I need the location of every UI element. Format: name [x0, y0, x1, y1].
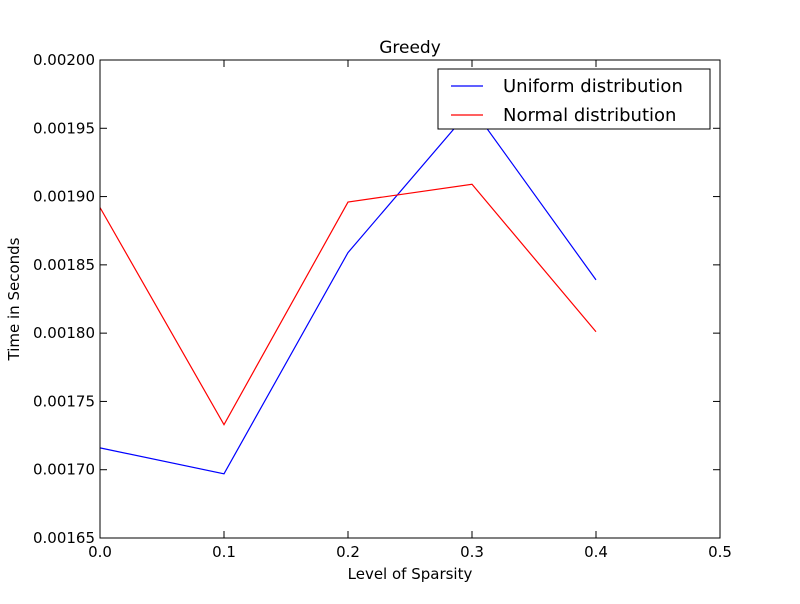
x-tick-label: 0.5 [708, 543, 732, 561]
chart-title: Greedy [379, 38, 441, 58]
tick-layer: 0.0 0.1 0.2 0.3 0.4 0.5 0.00165 0.00170 0.00175 0… [33, 51, 732, 561]
y-tick-label: 0.00175 [33, 392, 95, 410]
series-line-uniform [99, 106, 597, 475]
y-tick-label: 0.00165 [33, 529, 95, 547]
x-tick-label: 0.3 [460, 543, 484, 561]
y-axis-label: Time in Seconds [5, 237, 23, 361]
legend-label-normal: Normal distribution [503, 105, 676, 126]
y-tick-label: 0.00190 [33, 188, 95, 206]
y-tick-label: 0.00200 [33, 51, 95, 69]
x-tick-label: 0.2 [336, 543, 360, 561]
y-tick-label: 0.00185 [33, 256, 95, 274]
series-layer [99, 106, 597, 475]
legend: Uniform distribution Normal distribution [437, 68, 711, 130]
y-tick-label: 0.00180 [33, 324, 95, 342]
y-tick-label: 0.00170 [33, 461, 95, 479]
plot-frame [99, 59, 721, 539]
x-tick-label: 0.1 [212, 543, 236, 561]
legend-label-uniform: Uniform distribution [503, 76, 683, 97]
y-tick-label: 0.00195 [33, 119, 95, 137]
legend-box [437, 68, 711, 130]
series-line-normal [99, 183, 597, 426]
x-axis-label: Level of Sparsity [348, 565, 473, 583]
x-tick-label: 0.4 [584, 543, 608, 561]
x-tick-label: 0.0 [88, 543, 112, 561]
